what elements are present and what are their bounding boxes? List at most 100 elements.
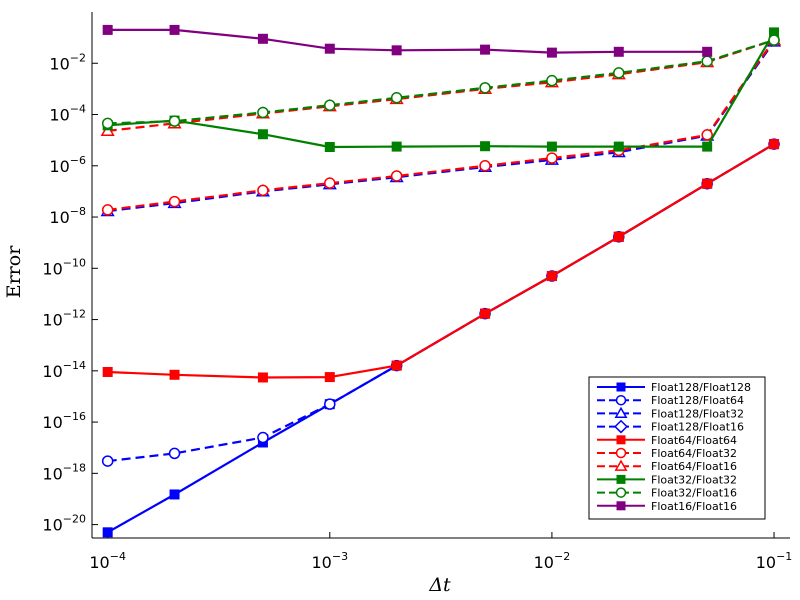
legend-label: Float128/Float32 — [651, 407, 744, 420]
data-point — [257, 431, 269, 444]
data-point — [257, 33, 268, 44]
legend-marker — [616, 382, 626, 392]
legend-item: Float128/Float64 — [597, 394, 744, 407]
data-point — [546, 271, 557, 282]
legend-marker — [614, 419, 628, 434]
y-tick-label: 10−6 — [49, 154, 86, 176]
data-point — [168, 115, 181, 127]
legend-label: Float128/Float16 — [651, 421, 744, 434]
data-point — [480, 44, 491, 55]
data-point — [480, 308, 491, 319]
legend-marker — [614, 406, 628, 419]
data-point — [546, 74, 558, 87]
x-tick-label: 10−4 — [89, 550, 126, 572]
y-tick-label: 10−20 — [42, 513, 86, 535]
y-tick-label: 10−18 — [42, 461, 86, 483]
series-float32-float16 — [101, 34, 780, 130]
data-point — [613, 46, 624, 57]
legend-item: Float16/Float16 — [597, 500, 737, 513]
y-tick-label: 10−4 — [49, 103, 86, 125]
y-tick-label: 10−8 — [49, 205, 86, 227]
data-point — [702, 178, 713, 189]
legend-item: Float64/Float64 — [597, 434, 737, 447]
data-point — [324, 177, 336, 189]
legend-item: Float32/Float32 — [597, 473, 737, 486]
legend-marker — [615, 487, 627, 498]
data-point — [257, 106, 269, 119]
data-point — [324, 142, 335, 153]
y-tick-label: 10−10 — [42, 256, 86, 278]
data-point — [701, 55, 713, 67]
legend-item: Float64/Float32 — [597, 447, 737, 460]
legend-item: Float64/Float16 — [597, 459, 737, 473]
data-point — [257, 129, 268, 140]
data-point — [324, 99, 336, 111]
data-point — [701, 129, 713, 141]
data-point — [480, 141, 491, 152]
legend-label: Float32/Float32 — [651, 473, 737, 486]
data-point — [546, 47, 557, 58]
y-tick-label: 10−12 — [42, 308, 86, 330]
axes: 10−4 10−3 10−2 10−1 10−20 10−18 10−16 10−14 10−1… — [42, 12, 792, 572]
data-point — [324, 43, 335, 54]
data-point — [391, 360, 402, 371]
data-point — [257, 184, 269, 197]
data-point — [769, 27, 780, 38]
data-point — [390, 170, 403, 182]
legend-label: Float128/Float128 — [651, 381, 751, 394]
data-point — [546, 152, 558, 164]
data-point — [169, 24, 180, 35]
legend: Float128/Float128Float128/Float64Float12… — [588, 376, 766, 520]
series-line — [107, 143, 775, 379]
x-tick-label: 10−1 — [756, 550, 793, 572]
legend-marker — [615, 394, 627, 406]
series-layer — [100, 24, 782, 538]
data-point — [101, 117, 114, 130]
data-point — [768, 34, 780, 46]
series-float32-float32 — [102, 27, 780, 153]
legend-item: Float128/Float128 — [597, 381, 751, 394]
data-point — [391, 141, 402, 152]
series-line — [107, 31, 775, 149]
data-point — [479, 160, 491, 172]
y-axis-label: Error — [3, 245, 25, 298]
data-point — [168, 195, 181, 208]
data-point — [613, 231, 624, 242]
legend-label: Float32/Float16 — [651, 487, 737, 500]
legend-marker — [616, 474, 626, 484]
x-axis-label: Δt — [428, 574, 451, 596]
series-float64-float64 — [102, 139, 780, 383]
data-point — [169, 489, 180, 500]
data-point — [101, 204, 114, 216]
legend-marker — [616, 501, 626, 511]
series-float16-float16 — [102, 24, 713, 58]
legend-label: Float64/Float32 — [651, 447, 737, 460]
legend-label: Float64/Float64 — [651, 434, 737, 447]
y-tick-label: 10−2 — [49, 51, 86, 73]
legend-item: Float128/Float16 — [597, 419, 744, 434]
legend-marker — [616, 435, 626, 445]
y-tick-label: 10−16 — [42, 410, 86, 432]
data-point — [257, 372, 268, 383]
data-point — [702, 141, 713, 152]
x-tick-label: 10−2 — [534, 550, 571, 572]
legend-item: Float32/Float16 — [597, 487, 737, 500]
legend-label: Float64/Float16 — [651, 460, 737, 473]
data-point — [391, 45, 402, 56]
legend-label: Float128/Float64 — [651, 394, 744, 407]
data-point — [168, 447, 181, 460]
data-point — [769, 139, 780, 150]
data-point — [390, 92, 403, 104]
data-point — [546, 141, 557, 152]
legend-marker — [614, 459, 628, 471]
data-point — [613, 141, 624, 152]
data-point — [101, 455, 114, 467]
legend-marker — [615, 447, 627, 459]
data-point — [702, 46, 713, 57]
data-point — [613, 67, 625, 79]
x-tick-label: 10−3 — [312, 550, 349, 572]
data-point — [324, 372, 335, 383]
y-tick-label: 10−14 — [42, 359, 86, 381]
data-point — [169, 369, 180, 380]
